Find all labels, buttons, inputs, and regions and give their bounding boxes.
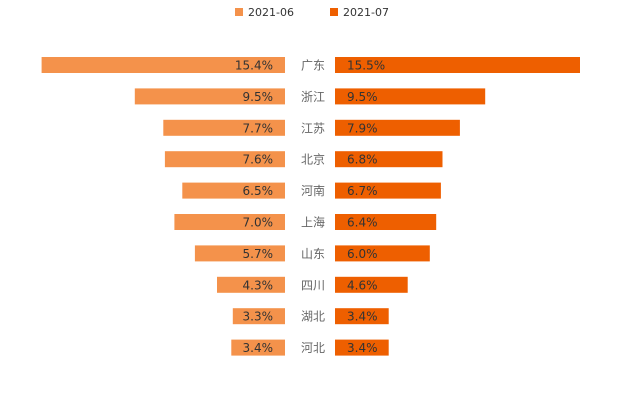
bar-label-2021-07: 3.4%	[347, 341, 378, 355]
bar-2021-06[interactable]	[41, 57, 285, 73]
bar-row: 7.0% 上海 6.4%	[174, 214, 437, 230]
bar-row: 7.7% 江苏 7.9%	[163, 119, 460, 136]
bar-row: 15.4% 广东 15.5%	[41, 57, 580, 73]
bar-label-2021-07: 6.8%	[347, 153, 378, 167]
category-label: 湖北	[301, 309, 325, 324]
bar-label-2021-06: 4.3%	[243, 278, 274, 292]
bar-2021-06[interactable]	[174, 214, 285, 230]
bar-2021-06[interactable]	[182, 182, 285, 199]
bar-2021-07[interactable]	[335, 57, 580, 73]
legend-label-2021-06[interactable]: 2021-06	[248, 6, 294, 19]
bar-2021-07[interactable]	[335, 182, 441, 199]
bar-row: 6.5% 河南 6.7%	[182, 182, 441, 199]
bar-row: 7.6% 北京 6.8%	[164, 151, 443, 168]
bar-2021-06[interactable]	[164, 151, 285, 168]
bar-row: 4.3% 四川 4.6%	[217, 276, 408, 293]
bar-label-2021-07: 4.6%	[347, 278, 378, 292]
category-label: 浙江	[301, 90, 325, 104]
bar-2021-07[interactable]	[335, 88, 486, 105]
bar-label-2021-07: 7.9%	[347, 121, 378, 135]
bar-2021-07[interactable]	[335, 276, 408, 293]
legend-swatch-2021-06[interactable]	[235, 8, 243, 16]
bar-label-2021-06: 7.6%	[243, 153, 274, 167]
legend-label-2021-07[interactable]: 2021-07	[343, 6, 389, 19]
legend-swatch-2021-07[interactable]	[330, 8, 338, 16]
bar-row: 9.5% 浙江 9.5%	[134, 88, 486, 105]
bar-2021-07[interactable]	[335, 151, 443, 168]
bar-label-2021-07: 15.5%	[347, 59, 385, 73]
bar-rows: 15.4% 广东 15.5% 9.5% 浙江 9.5% 7.7% 江苏 7.9% 7.6% 北京 6.…	[41, 57, 580, 356]
bar-2021-07[interactable]	[335, 119, 460, 136]
bar-row: 3.3% 湖北 3.4%	[232, 308, 389, 325]
category-label: 广东	[301, 59, 325, 73]
bar-2021-06[interactable]	[231, 339, 285, 356]
legend: 2021-06 2021-07	[235, 6, 389, 19]
category-label: 河北	[301, 341, 325, 355]
bar-2021-06[interactable]	[232, 308, 285, 325]
bar-label-2021-07: 9.5%	[347, 90, 378, 104]
category-label: 江苏	[301, 121, 325, 135]
bar-row: 5.7% 山东 6.0%	[194, 245, 430, 262]
category-label: 上海	[301, 215, 325, 230]
bar-label-2021-06: 6.5%	[243, 184, 274, 198]
bar-row: 3.4% 河北 3.4%	[231, 339, 389, 356]
bar-label-2021-06: 7.0%	[243, 216, 274, 230]
bar-2021-06[interactable]	[194, 245, 285, 262]
bar-label-2021-07: 6.4%	[347, 216, 378, 230]
category-label: 四川	[301, 278, 325, 292]
category-label: 北京	[301, 153, 325, 167]
bar-label-2021-06: 15.4%	[235, 59, 273, 73]
bar-2021-07[interactable]	[335, 245, 430, 262]
bar-label-2021-07: 6.0%	[347, 247, 378, 261]
bar-2021-06[interactable]	[163, 119, 285, 136]
bar-label-2021-06: 3.3%	[243, 310, 274, 324]
bar-2021-06[interactable]	[134, 88, 285, 105]
bar-2021-07[interactable]	[335, 214, 437, 230]
bar-2021-07[interactable]	[335, 308, 389, 325]
bar-label-2021-07: 6.7%	[347, 184, 378, 198]
category-label: 河南	[301, 183, 325, 198]
category-label: 山东	[301, 247, 325, 261]
bar-label-2021-06: 5.7%	[243, 247, 274, 261]
bar-2021-06[interactable]	[217, 276, 285, 293]
bar-2021-07[interactable]	[335, 339, 389, 356]
bar-label-2021-06: 9.5%	[243, 90, 274, 104]
bar-label-2021-06: 3.4%	[243, 341, 274, 355]
bar-label-2021-07: 3.4%	[347, 310, 378, 324]
bar-label-2021-06: 7.7%	[243, 121, 274, 135]
